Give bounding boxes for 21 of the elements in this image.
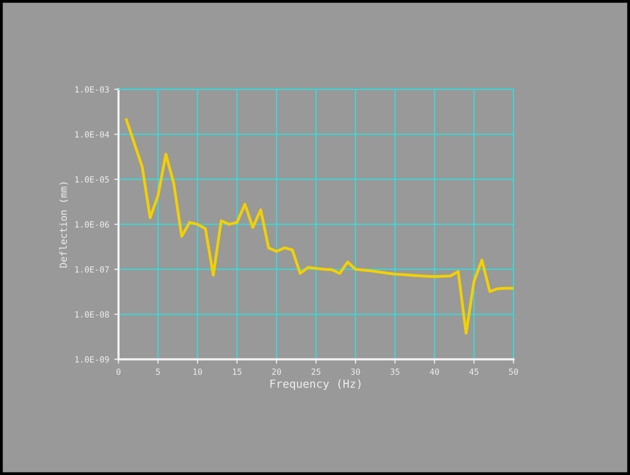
- y-tick-label: 1.0E-09: [75, 356, 109, 363]
- x-tick-label: 35: [390, 368, 400, 375]
- y-tick-label: 1.0E-05: [75, 176, 109, 183]
- y-axis-title: Deflection (mm): [59, 182, 68, 268]
- y-tick-label: 1.0E-03: [75, 86, 109, 93]
- line-series: [125, 118, 514, 335]
- x-tick-label: 15: [232, 368, 242, 375]
- y-tick-label: 1.0E-07: [75, 266, 109, 273]
- x-tick-label: 5: [156, 368, 160, 375]
- x-tick-label: 25: [312, 368, 320, 375]
- x-tick-label: 50: [509, 368, 518, 375]
- x-tick-label: 45: [469, 368, 478, 375]
- x-tick-label: 20: [272, 368, 281, 375]
- x-tick-label: 30: [351, 368, 360, 375]
- y-tick-label: 1.0E-04: [75, 131, 110, 138]
- y-tick-label: 1.0E-08: [75, 311, 109, 318]
- x-tick-label: 0: [116, 368, 120, 375]
- x-tick-label: 10: [193, 368, 202, 375]
- y-tick-label: 1.0E-06: [75, 221, 109, 228]
- x-tick-label: 40: [430, 368, 439, 375]
- x-axis-title: Frequency (Hz): [270, 379, 361, 390]
